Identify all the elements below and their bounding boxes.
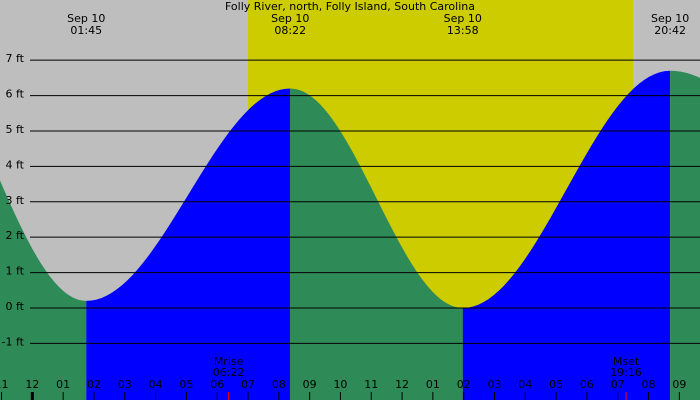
- x-tick-label: 01: [56, 378, 70, 391]
- tide-area: [0, 180, 87, 400]
- event-time: 01:45: [70, 24, 102, 37]
- y-tick-label: -1 ft: [2, 335, 25, 348]
- event-date: Sep 10: [651, 12, 689, 25]
- x-tick-label: 12: [395, 378, 409, 391]
- y-tick-label: 2 ft: [6, 229, 25, 242]
- x-tick-label: 05: [549, 378, 563, 391]
- x-tick-label: 12: [25, 378, 39, 391]
- x-tick-label: 09: [672, 378, 686, 391]
- y-tick-label: 4 ft: [6, 158, 25, 171]
- y-tick-label: 3 ft: [6, 194, 25, 207]
- moon-label: Mrise: [214, 355, 244, 368]
- x-tick-label: 04: [518, 378, 532, 391]
- x-tick-label: 02: [457, 378, 471, 391]
- tide-area: [462, 70, 671, 400]
- tide-area: [670, 70, 700, 400]
- x-tick-label: 07: [241, 378, 255, 391]
- x-tick-label: 08: [272, 378, 286, 391]
- moon-time: 19:16: [610, 366, 642, 379]
- x-tick-label: 02: [87, 378, 101, 391]
- event-date: Sep 10: [444, 12, 482, 25]
- x-tick-label: 08: [642, 378, 656, 391]
- x-tick-label: 11: [0, 378, 9, 391]
- x-tick-label: 09: [303, 378, 317, 391]
- x-tick-label: 03: [118, 378, 132, 391]
- x-tick-label: 03: [487, 378, 501, 391]
- x-tick-label: 05: [179, 378, 193, 391]
- event-time: 13:58: [447, 24, 479, 37]
- y-tick-label: 1 ft: [6, 265, 25, 278]
- y-tick-label: 6 ft: [6, 88, 25, 101]
- event-date: Sep 10: [67, 12, 105, 25]
- moon-time: 06:22: [213, 366, 245, 379]
- x-tick-label: 10: [333, 378, 347, 391]
- y-tick-label: 5 ft: [6, 123, 25, 136]
- x-tick-label: 11: [364, 378, 378, 391]
- x-tick-label: 06: [210, 378, 224, 391]
- x-tick-label: 07: [611, 378, 625, 391]
- y-tick-label: 0 ft: [6, 300, 25, 313]
- event-date: Sep 10: [271, 12, 309, 25]
- y-tick-label: 7 ft: [6, 52, 25, 65]
- moon-label: Mset: [613, 355, 640, 368]
- chart-title: Folly River, north, Folly Island, South …: [225, 0, 475, 13]
- event-time: 08:22: [274, 24, 306, 37]
- x-tick-label: 06: [580, 378, 594, 391]
- x-tick-label: 01: [426, 378, 440, 391]
- event-time: 20:42: [654, 24, 686, 37]
- x-tick-label: 04: [149, 378, 163, 391]
